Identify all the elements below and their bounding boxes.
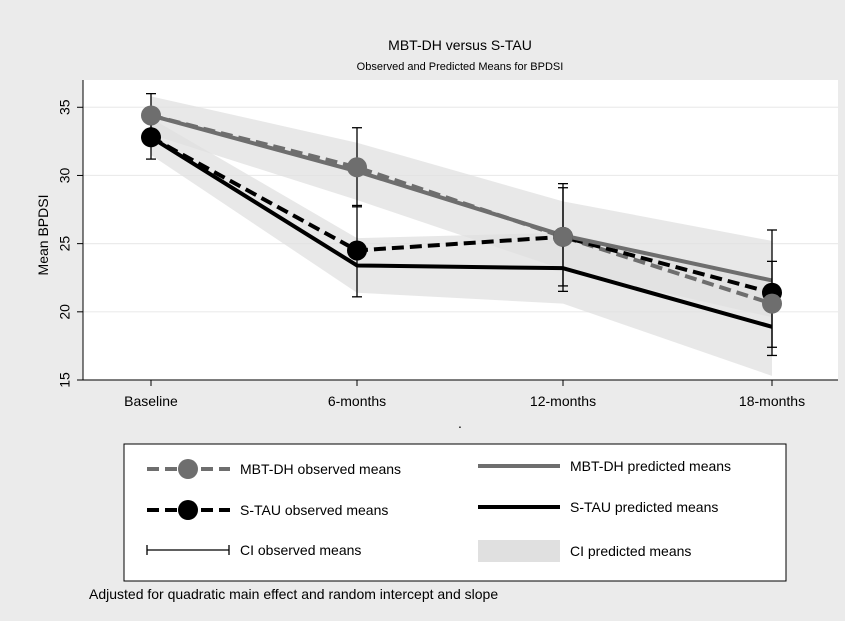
chart-note: Adjusted for quadratic main effect and r… xyxy=(89,586,498,602)
x-tick-label: 6-months xyxy=(328,393,386,409)
legend-label: S-TAU observed means xyxy=(240,502,388,518)
x-tick-label: Baseline xyxy=(124,393,178,409)
chart-subtitle: Observed and Predicted Means for BPDSI xyxy=(357,61,564,73)
y-tick-label: 15 xyxy=(57,372,73,388)
ci-predicted-band xyxy=(151,118,772,376)
series-line-predicted xyxy=(149,135,773,329)
legend-symbol-marker xyxy=(178,500,198,520)
series-line-predicted xyxy=(150,113,773,283)
observed-point xyxy=(141,105,161,126)
legend-layer: MBT-DH observed means MBT-DH predicted me… xyxy=(123,443,787,582)
legend-label: CI observed means xyxy=(240,542,361,558)
legend-label: MBT-DH predicted means xyxy=(570,458,731,474)
marker-layer xyxy=(141,105,782,314)
y-tick-label: 25 xyxy=(57,236,73,252)
observed-point xyxy=(141,127,161,148)
observed-point xyxy=(553,226,573,247)
legend-label: MBT-DH observed means xyxy=(240,461,401,477)
legend-label: CI predicted means xyxy=(570,543,691,559)
legend-box xyxy=(123,443,787,582)
chart-title: MBT-DH versus S-TAU xyxy=(388,37,532,53)
observed-point xyxy=(347,157,367,178)
series-line-observed xyxy=(150,135,773,295)
observed-point xyxy=(347,240,367,261)
y-tick-label: 30 xyxy=(57,167,73,183)
x-tick-label: 18-months xyxy=(739,393,805,409)
y-axis-label: Mean BPDSI xyxy=(35,195,51,276)
axis-layer: 15 20 25 30 35 Baseline 6-months 12-months 18-mo… xyxy=(57,80,838,409)
band-layer xyxy=(151,96,772,376)
observed-point xyxy=(762,293,782,314)
x-axis-label: . xyxy=(458,415,462,431)
y-tick-label: 35 xyxy=(57,99,73,115)
x-tick-label: 12-months xyxy=(530,393,596,409)
legend-symbol-marker xyxy=(178,459,198,479)
legend-symbol-band xyxy=(478,540,560,562)
y-tick-label: 20 xyxy=(57,304,73,320)
legend-label: S-TAU predicted means xyxy=(570,499,718,515)
line-layer xyxy=(149,113,773,329)
